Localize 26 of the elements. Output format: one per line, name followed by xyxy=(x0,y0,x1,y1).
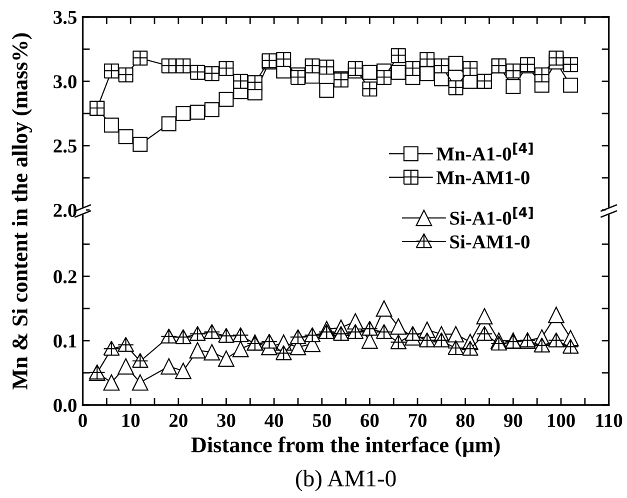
x-tick-label: 110 xyxy=(596,414,622,428)
legend-label: Mn-AM1-0 xyxy=(436,171,530,184)
legend-label: Si-A1-0$^{[4]}$ xyxy=(450,206,533,225)
x-tick-label: 70 xyxy=(408,414,427,428)
y-tick-label: 0.0 xyxy=(54,398,76,412)
x-tick-label: 30 xyxy=(217,414,236,428)
y-tick-label: 2.5 xyxy=(54,140,76,153)
y-axis-title: Mn & Si content in the alloy (mass%) xyxy=(12,33,32,390)
x-axis-title: Distance from the interface (µm) xyxy=(191,436,500,457)
x-tick-label: 20 xyxy=(170,414,188,428)
y-tick-label: 3.5 xyxy=(54,10,76,24)
text: (b) AM1-0 xyxy=(296,470,396,492)
y-tick-label: 3.0 xyxy=(54,75,76,88)
x-tick-label: 80 xyxy=(456,414,474,428)
legend-label: Si-AM1-0 xyxy=(450,234,530,248)
y-tick-label: 2.0 xyxy=(54,204,76,218)
x-tick-label: 50 xyxy=(312,414,331,428)
x-tick-label: 10 xyxy=(122,414,140,428)
y-tick-label: 0.2 xyxy=(54,270,76,284)
x-tick-label: 90 xyxy=(504,414,522,428)
x-tick-label: 0 xyxy=(78,414,87,428)
y-tick-label: 0.1 xyxy=(54,334,76,348)
x-tick-label: 40 xyxy=(264,414,284,428)
x-tick-label: 60 xyxy=(360,414,379,428)
x-tick-label: 100 xyxy=(548,414,575,428)
legend-label: Mn-A1-0$^{[4]}$ xyxy=(436,142,533,161)
